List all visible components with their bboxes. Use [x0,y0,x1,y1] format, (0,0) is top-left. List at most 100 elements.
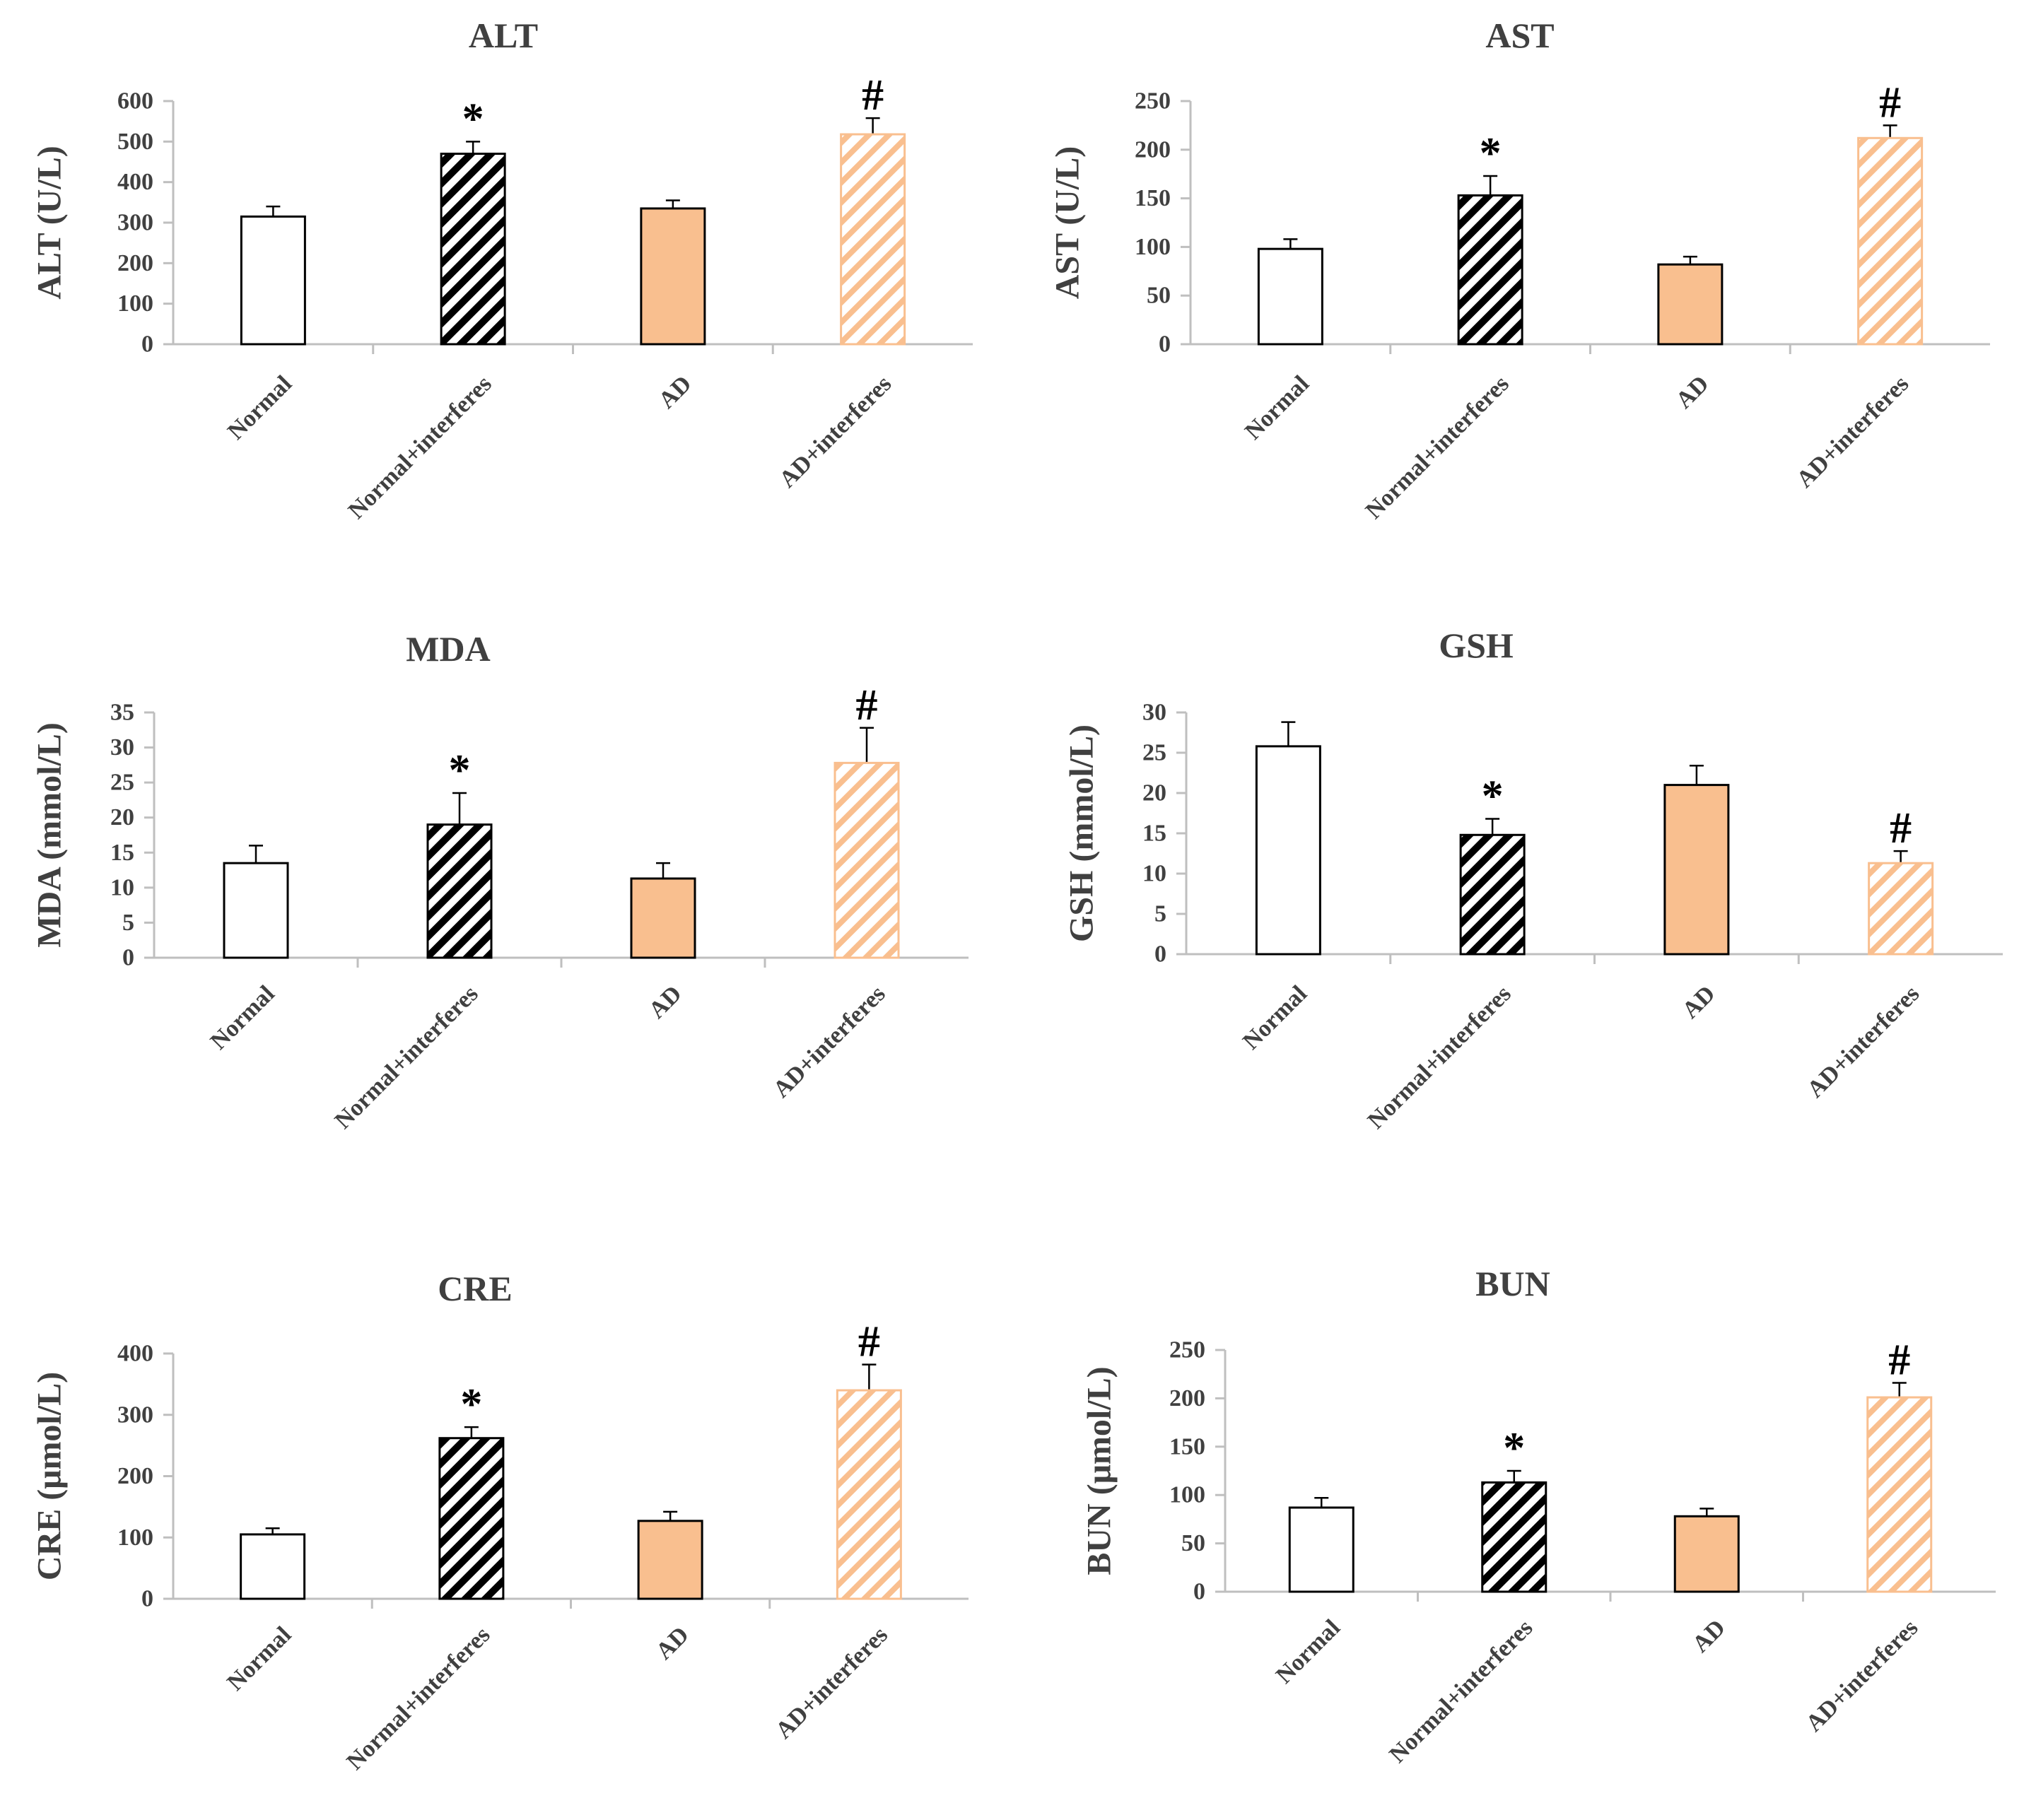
y-tick-label: 15 [110,840,134,866]
chart-title: GSH [1439,626,1514,665]
x-category-label: AD+interferes [1802,980,1924,1103]
y-tick-label: 200 [1135,136,1171,163]
chart-cre: CRE CRE (μmol/L) 0 100 200 300 400 Normal * Norma… [31,1269,969,1775]
bar [836,1389,902,1600]
y-tick-label: 10 [1142,861,1166,887]
x-category-label: Normal+interferes [342,1621,496,1775]
y-tick-label: 5 [122,910,134,936]
y-axis-label: GSH (mmol/L) [1063,724,1101,942]
y-tick-label: 150 [1169,1433,1205,1460]
y-tick-label: 25 [1142,740,1166,766]
x-category-label: Normal [1240,370,1314,445]
significance-marker: * [449,746,471,794]
x-category-label: AD [1671,370,1714,413]
y-tick-label: 400 [117,1341,153,1367]
y-tick-label: 200 [117,250,153,276]
y-axis-label: CRE (μmol/L) [31,1372,69,1580]
y-tick-label: 50 [1181,1530,1205,1556]
x-category-label: Normal+interferes [344,370,497,524]
x-category-label: AD [651,1621,694,1665]
chart-bun: BUN BUN (μmol/L) 0 50 100 150 200 250 Normal * Nor… [1081,1264,1996,1768]
y-tick-label: 5 [1154,901,1166,927]
significance-marker: * [462,95,484,143]
y-tick-label: 25 [110,770,134,796]
significance-marker: # [1890,804,1912,852]
bar [223,862,289,959]
bar [438,1437,505,1600]
significance-marker: * [460,1380,482,1428]
y-tick-label: 500 [117,129,153,155]
bar [1255,745,1321,956]
x-category-label: AD+interferes [768,980,891,1103]
bar [240,215,306,346]
x-category-label: Normal+interferes [1384,1614,1538,1768]
significance-marker: # [856,681,878,729]
significance-marker: # [1879,78,1901,127]
x-category-label: AD [1687,1614,1731,1657]
significance-marker: # [1888,1337,1910,1385]
bar [240,1533,306,1600]
significance-marker: * [1503,1424,1525,1472]
bar [1663,784,1730,956]
y-axis-label: MDA (mmol/L) [31,722,69,948]
bar [1673,1515,1740,1593]
significance-marker: # [858,1318,880,1366]
bar [426,823,493,959]
y-tick-label: 150 [1135,185,1171,211]
bar [1866,1396,1933,1593]
bar [1457,194,1523,346]
significance-marker: * [1482,772,1504,820]
y-tick-label: 100 [117,1525,153,1551]
bar [1481,1481,1548,1593]
x-category-label: AD+interferes [1801,1614,1923,1737]
chart-title: MDA [406,629,490,669]
x-category-label: Normal+interferes [330,980,484,1134]
x-category-label: Normal+interferes [1361,370,1514,524]
y-tick-label: 300 [117,1402,153,1428]
y-tick-label: 0 [1154,941,1166,968]
y-tick-label: 250 [1135,88,1171,115]
y-tick-label: 10 [110,874,134,900]
chart-gsh: GSH GSH (mmol/L) 0 5 10 15 20 25 30 Normal * Normal… [1063,626,2003,1134]
y-tick-label: 50 [1147,283,1171,309]
y-tick-label: 15 [1142,821,1166,847]
y-tick-label: 30 [1142,700,1166,726]
significance-marker: * [1480,129,1502,177]
x-category-label: Normal [1271,1614,1345,1689]
x-category-label: AD [644,980,687,1023]
y-tick-label: 0 [141,1586,153,1612]
y-tick-label: 250 [1169,1337,1205,1363]
bar [1288,1506,1355,1593]
y-axis-label: ALT (U/L) [31,146,69,299]
y-tick-label: 400 [117,169,153,195]
x-category-label: Normal+interferes [1363,980,1516,1134]
y-tick-label: 35 [110,700,134,726]
y-axis-label: AST (U/L) [1049,146,1087,300]
x-category-label: Normal [206,980,280,1055]
y-tick-label: 0 [141,331,153,358]
bar [637,1520,703,1600]
y-tick-label: 0 [122,945,134,971]
bar [833,761,900,959]
significance-marker: # [862,71,884,119]
x-category-label: AD+interferes [771,1621,893,1744]
y-tick-label: 200 [117,1463,153,1489]
x-category-label: Normal [1238,980,1312,1055]
y-tick-label: 100 [117,290,153,317]
bar [440,153,506,346]
bar [630,877,696,959]
y-tick-label: 100 [1135,234,1171,260]
bar [1857,136,1924,346]
chart-title: ALT [469,16,538,55]
y-tick-label: 100 [1169,1482,1205,1508]
bar [1257,247,1323,346]
x-category-label: AD+interferes [774,370,896,493]
y-tick-label: 0 [1159,331,1171,358]
y-axis-label: BUN (μmol/L) [1081,1366,1118,1575]
x-category-label: AD [1678,980,1721,1023]
chart-mda: MDA MDA (mmol/L) 0 5 10 15 20 25 30 35 Normal * Norm… [31,629,969,1134]
x-category-label: Normal [222,1621,296,1696]
chart-title: BUN [1475,1264,1550,1303]
bar [1657,263,1724,346]
